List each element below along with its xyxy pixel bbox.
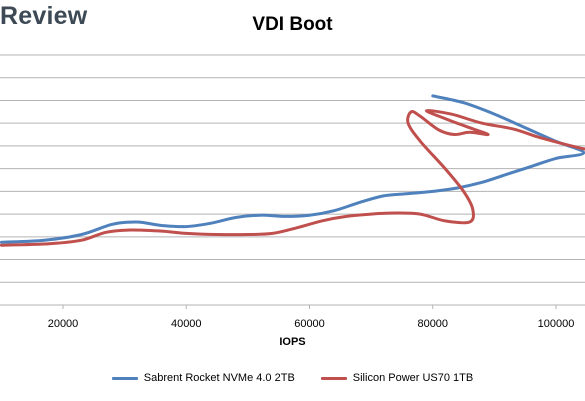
legend-item-sabrent: Sabrent Rocket NVMe 4.0 2TB [111,372,295,384]
x-axis-label: IOPS [279,336,306,348]
series-line-silicon-power [0,109,585,247]
series-lines [0,94,585,247]
legend-label-silicon-power: Silicon Power US70 1TB [352,372,474,384]
brand-logo-text: Review [0,2,88,30]
x-tick-label: 80000 [417,318,448,330]
x-axis-ticks: 20000 40000 60000 80000 100000 [48,305,575,330]
legend: Sabrent Rocket NVMe 4.0 2TB Silicon Powe… [0,372,585,384]
legend-swatch-sabrent [111,376,138,380]
legend-item-silicon-power: Silicon Power US70 1TB [320,372,474,384]
chart-title: VDI Boot [252,14,333,35]
x-tick-label: 60000 [294,318,325,330]
legend-swatch-silicon-power [320,376,347,380]
x-tick-label: 40000 [171,318,202,330]
x-tick-label: 100000 [538,318,575,330]
x-tick-label: 20000 [48,318,79,330]
gridlines [0,54,585,306]
legend-label-sabrent: Sabrent Rocket NVMe 4.0 2TB [143,372,295,384]
